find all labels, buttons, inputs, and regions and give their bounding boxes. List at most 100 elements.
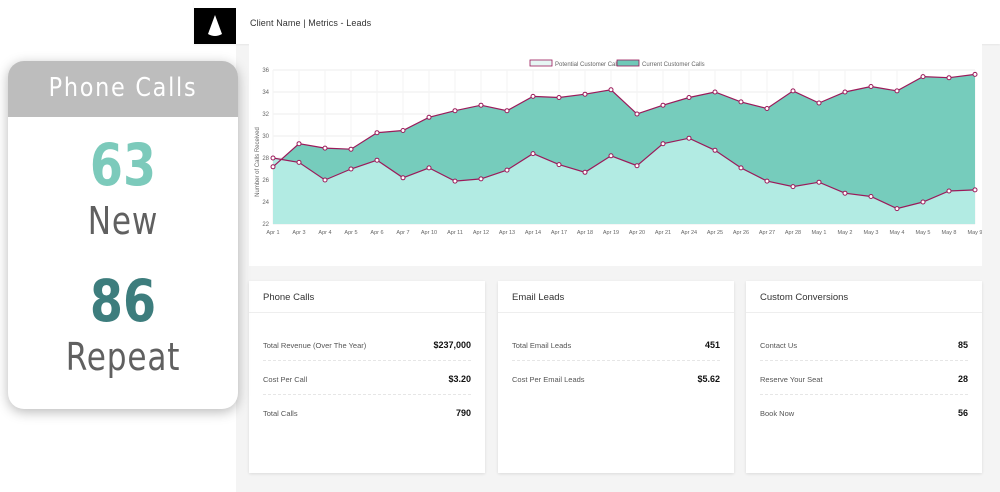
email-leads-card: Email Leads Total Email Leads 451 Cost P… bbox=[498, 281, 734, 473]
data-point bbox=[608, 153, 614, 159]
app-logo[interactable] bbox=[194, 8, 236, 44]
x-tick-label: Apr 14 bbox=[525, 230, 541, 236]
x-tick-label: Apr 26 bbox=[733, 230, 749, 236]
summary-header: Phone Calls bbox=[8, 61, 238, 117]
metric-value: 56 bbox=[957, 408, 968, 418]
data-point bbox=[816, 179, 822, 185]
data-point bbox=[764, 106, 770, 111]
x-tick-label: May 5 bbox=[916, 230, 931, 236]
data-point bbox=[296, 159, 302, 165]
metric-row: Total Revenue (Over The Year) $237,000 bbox=[263, 333, 471, 361]
data-point bbox=[946, 188, 952, 194]
x-tick-label: May 3 bbox=[864, 230, 879, 236]
data-point bbox=[530, 93, 536, 99]
data-point bbox=[790, 184, 796, 190]
metric-row: Cost Per Email Leads $5.62 bbox=[512, 367, 720, 395]
data-point bbox=[634, 111, 640, 117]
metric-label: Contact Us bbox=[760, 341, 798, 350]
data-point bbox=[894, 88, 900, 94]
x-tick-label: May 2 bbox=[838, 230, 853, 236]
x-tick-label: Apr 13 bbox=[499, 230, 515, 236]
data-point bbox=[634, 163, 640, 169]
y-tick-label: 28 bbox=[262, 156, 269, 162]
data-point bbox=[920, 74, 926, 80]
chart-legend[interactable]: Potential Customer Calls Current Custome… bbox=[529, 59, 705, 68]
legend-label-current: Current Customer Calls bbox=[642, 62, 705, 68]
card-title-phone-calls: Phone Calls bbox=[263, 292, 315, 303]
data-point bbox=[920, 199, 926, 205]
x-tick-label: May 8 bbox=[942, 230, 957, 236]
row-separator bbox=[760, 360, 968, 361]
data-point bbox=[842, 89, 848, 95]
metric-row: Contact Us 85 bbox=[760, 333, 968, 361]
metric-label: Reserve Your Seat bbox=[760, 375, 823, 384]
x-tick-label: Apr 17 bbox=[551, 230, 567, 236]
data-point bbox=[478, 176, 484, 182]
x-tick-label: Apr 19 bbox=[603, 230, 619, 236]
data-point bbox=[608, 87, 614, 93]
row-separator bbox=[263, 360, 471, 361]
metric-row: Book Now 56 bbox=[760, 401, 968, 429]
data-point bbox=[868, 84, 874, 89]
legend-swatch-potential bbox=[529, 59, 553, 67]
y-axis-ticks: 22 24 26 28 30 32 34 36 bbox=[262, 68, 269, 228]
row-separator bbox=[760, 394, 968, 395]
new-calls-label: New bbox=[87, 199, 159, 243]
data-point bbox=[868, 194, 874, 199]
y-tick-label: 30 bbox=[262, 134, 269, 140]
repeat-calls-count: 86 bbox=[89, 267, 157, 335]
metric-value: $237,000 bbox=[433, 340, 471, 350]
x-tick-label: Apr 6 bbox=[370, 230, 383, 236]
data-point bbox=[712, 147, 718, 153]
data-point bbox=[426, 114, 432, 120]
x-tick-label: May 4 bbox=[890, 230, 905, 236]
data-point bbox=[530, 151, 536, 157]
new-calls-count: 63 bbox=[89, 131, 157, 199]
x-tick-label: Apr 12 bbox=[473, 230, 489, 236]
data-point bbox=[582, 91, 588, 97]
data-point bbox=[556, 95, 562, 100]
data-point bbox=[660, 102, 666, 108]
x-tick-label: Apr 28 bbox=[785, 230, 801, 236]
breadcrumb: Client Name | Metrics - Leads bbox=[250, 18, 372, 28]
data-point bbox=[738, 165, 744, 171]
data-point bbox=[400, 128, 406, 133]
phone-calls-summary-card: Phone Calls 63 New 86 Repeat bbox=[8, 61, 238, 409]
legend-swatch-current bbox=[616, 59, 640, 67]
data-point bbox=[712, 89, 718, 95]
leads-area-chart: Potential Customer Calls Current Custome… bbox=[255, 59, 982, 236]
card-divider bbox=[746, 312, 982, 313]
area-series-0 bbox=[273, 138, 975, 224]
x-tick-label: Apr 20 bbox=[629, 230, 645, 236]
data-point bbox=[790, 88, 796, 94]
metric-row: Total Email Leads 451 bbox=[512, 333, 720, 361]
data-point bbox=[322, 177, 328, 183]
y-tick-label: 32 bbox=[262, 112, 269, 118]
data-point bbox=[686, 95, 692, 100]
data-point bbox=[842, 190, 848, 196]
y-axis-title: Number of Calls Received bbox=[255, 127, 261, 197]
x-tick-label: Apr 4 bbox=[318, 230, 331, 236]
data-point bbox=[322, 145, 328, 151]
leads-chart-card: Potential Customer Calls Current Custome… bbox=[249, 44, 982, 266]
data-point bbox=[764, 178, 770, 184]
data-point bbox=[374, 157, 380, 163]
data-point bbox=[894, 206, 900, 212]
drop-logo-icon bbox=[208, 15, 222, 36]
chart-lines bbox=[272, 73, 976, 210]
card-divider bbox=[498, 312, 734, 313]
data-point bbox=[374, 130, 380, 136]
x-tick-label: May 9 bbox=[968, 230, 982, 236]
x-tick-label: May 1 bbox=[812, 230, 827, 236]
data-point bbox=[400, 175, 406, 181]
data-point bbox=[348, 166, 354, 172]
data-point bbox=[972, 71, 978, 77]
data-point bbox=[686, 135, 692, 141]
chart-points bbox=[270, 71, 978, 212]
metric-value: 85 bbox=[957, 340, 968, 350]
x-tick-label: Apr 3 bbox=[292, 230, 305, 236]
summary-title: Phone Calls bbox=[48, 73, 198, 103]
data-point bbox=[504, 108, 510, 114]
metric-row: Cost Per Call $3.20 bbox=[263, 367, 471, 395]
metric-value: 451 bbox=[704, 340, 720, 350]
